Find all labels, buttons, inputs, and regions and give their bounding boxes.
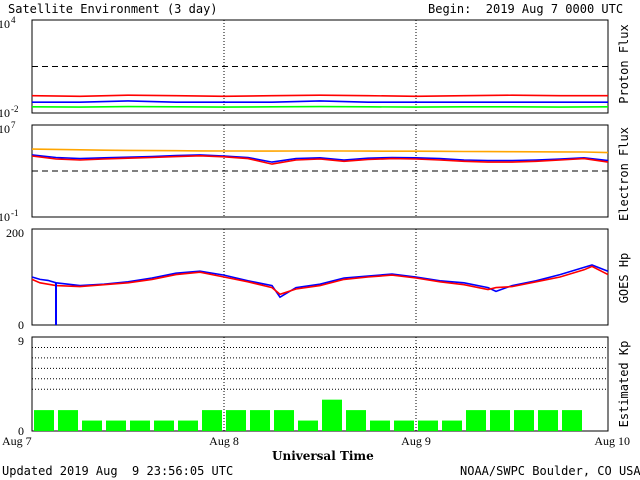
kp-bar: [538, 410, 558, 431]
series-line-red: [31, 154, 609, 165]
y-tick-label: 9: [18, 334, 24, 348]
kp-bar: [322, 399, 342, 431]
y-tick-label: 200: [6, 226, 24, 240]
series-line-blue: [31, 264, 609, 299]
x-tick-label: Aug 8: [209, 434, 239, 448]
kp-bar: [178, 420, 198, 431]
panel-frame: [31, 19, 609, 114]
y-tick-exponent: 4: [11, 15, 16, 25]
y-tick-exponent: -2: [11, 104, 19, 114]
y-tick-label: 10: [0, 210, 10, 224]
y-tick-label: 0: [18, 318, 24, 332]
kp-bar: [442, 420, 462, 431]
y-tick-label: 0: [18, 424, 24, 438]
x-axis-label: Universal Time: [272, 449, 374, 463]
chart-title: Satellite Environment (3 day): [8, 2, 218, 16]
panel-frame: [31, 336, 609, 432]
y-label-goes-hp: GOES Hp: [617, 252, 631, 304]
panel-frame: [31, 228, 609, 326]
kp-bar: [490, 410, 510, 431]
x-tick-label: Aug 7: [2, 434, 32, 448]
kp-bar: [34, 410, 54, 431]
kp-bar: [130, 420, 150, 431]
kp-bar: [154, 420, 174, 431]
y-label-electron-flux: Electron Flux: [617, 127, 631, 221]
y-tick-exponent: 7: [11, 120, 16, 130]
kp-bar: [106, 420, 126, 431]
credit-text: NOAA/SWPC Boulder, CO USA: [460, 464, 640, 478]
kp-bar: [514, 410, 534, 431]
y-tick-label: 10: [0, 106, 10, 120]
y-label-proton-flux: Proton Flux: [617, 24, 631, 104]
kp-bar: [562, 410, 582, 431]
kp-bar: [394, 420, 414, 431]
series-line-green: [31, 105, 609, 108]
y-tick-label: 10: [0, 122, 10, 136]
updated-time: Updated 2019 Aug 9 23:56:05 UTC: [2, 464, 234, 478]
kp-bar: [202, 410, 222, 431]
kp-bar: [250, 410, 270, 431]
kp-bar: [58, 410, 78, 431]
x-tick-label: Aug 9: [401, 434, 431, 448]
kp-bar: [298, 420, 318, 431]
kp-bar: [466, 410, 486, 431]
kp-bar: [226, 410, 246, 431]
kp-bar: [418, 420, 438, 431]
series-line-blue: [32, 100, 608, 103]
panel-frame: [31, 124, 609, 218]
kp-bar: [346, 410, 366, 431]
kp-bar: [274, 410, 294, 431]
kp-bar: [82, 420, 102, 431]
kp-bar: [370, 420, 390, 431]
series-line-blue: [31, 154, 609, 163]
y-label-estimated-kp: Estimated Kp: [617, 340, 631, 428]
begin-time: Begin: 2019 Aug 7 0000 UTC: [428, 2, 624, 16]
series-line-red: [31, 265, 609, 296]
y-tick-label: 10: [0, 17, 10, 31]
series-line-orange: [31, 148, 609, 154]
series-line-red: [31, 94, 608, 98]
x-tick-label: Aug 10: [594, 434, 630, 448]
y-tick-exponent: -1: [11, 208, 19, 218]
